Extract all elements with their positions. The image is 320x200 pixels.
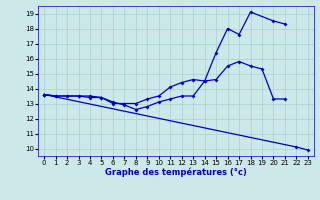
- X-axis label: Graphe des températures (°c): Graphe des températures (°c): [105, 168, 247, 177]
